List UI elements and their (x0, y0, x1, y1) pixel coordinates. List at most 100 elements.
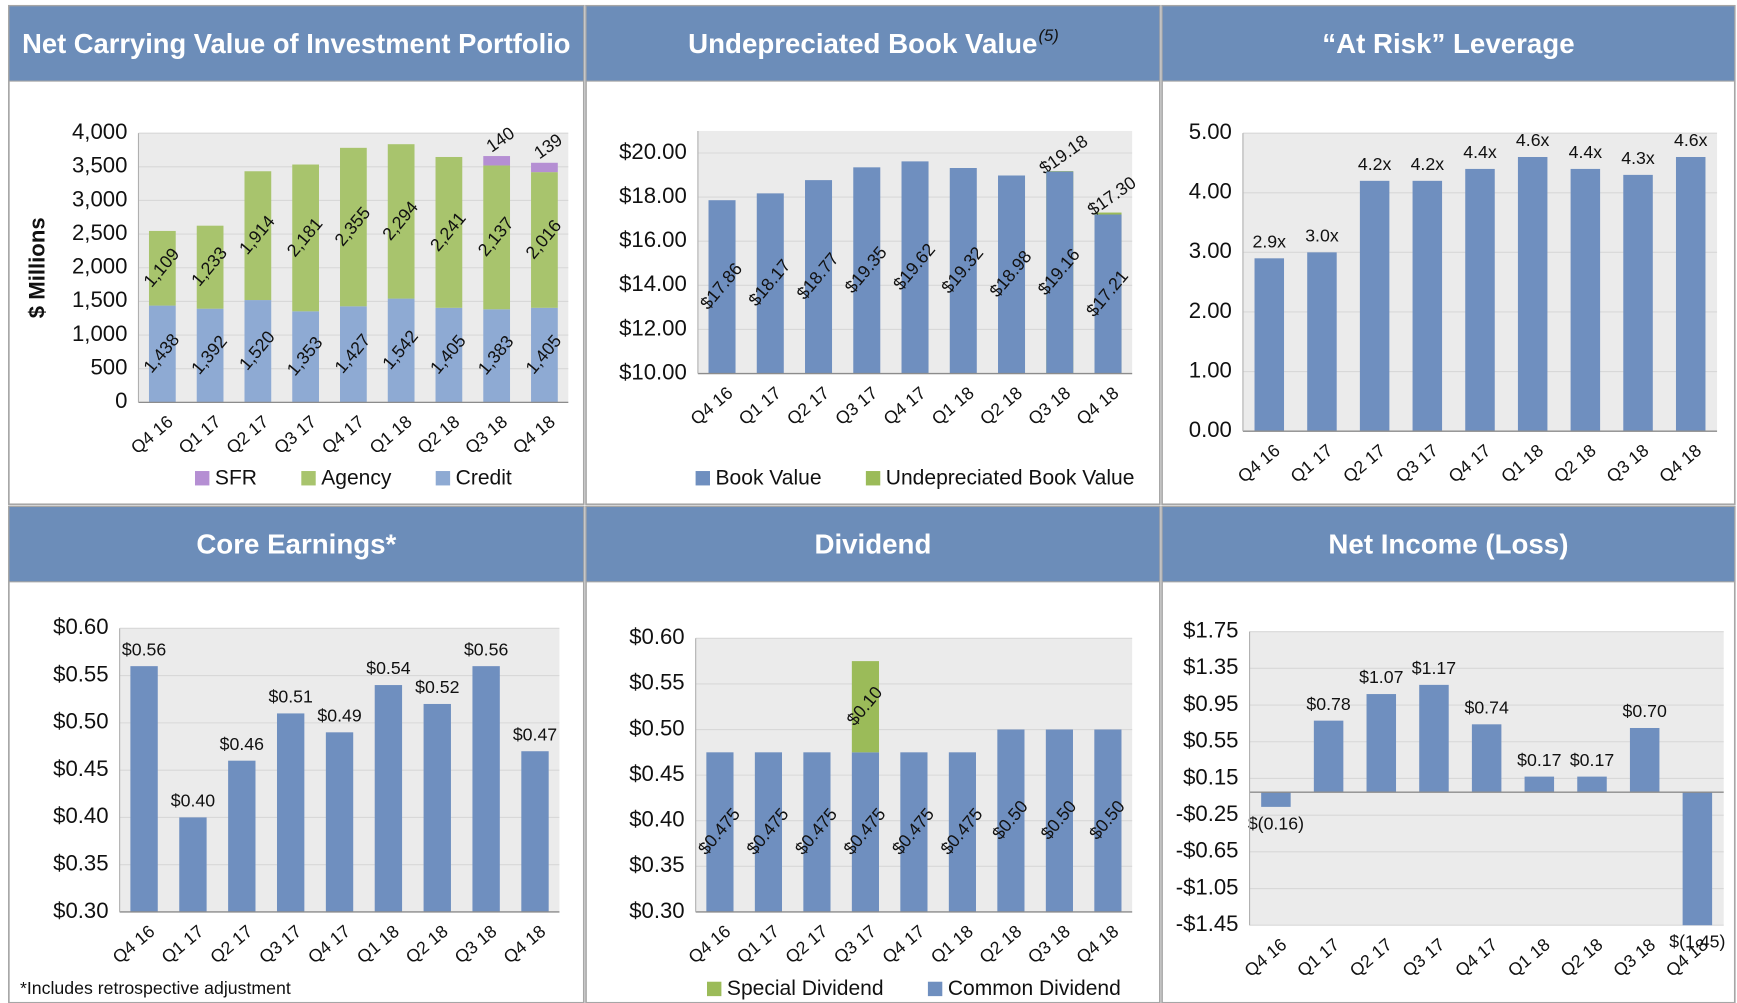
bar (340, 306, 367, 403)
bar (1524, 776, 1555, 793)
bar (1094, 729, 1122, 912)
bar (521, 751, 549, 912)
y-tick-label: $0.45 (629, 761, 684, 786)
data-label: $0.74 (1464, 697, 1508, 717)
legend-label: Special Dividend (727, 977, 884, 1000)
y-tick-label: 2,000 (72, 254, 127, 279)
data-label: $0.52 (415, 677, 459, 697)
data-label: 4.6x (1516, 130, 1550, 150)
data-label: $0.49 (317, 706, 361, 726)
bar (1307, 252, 1337, 432)
y-tick-label: $1.75 (1183, 618, 1238, 643)
chart-title: Net Carrying Value of Investment Portfol… (22, 28, 570, 59)
y-tick-label: -$0.65 (1176, 838, 1239, 863)
y-tick-label: 0 (115, 388, 127, 413)
y-tick-label: 0.00 (1189, 417, 1232, 442)
data-label: $(1.45) (1669, 932, 1725, 952)
y-tick-label: $1.35 (1183, 654, 1238, 679)
data-label: 4.4x (1569, 142, 1603, 162)
bar (1412, 180, 1443, 432)
y-tick-label: $20.00 (619, 139, 687, 164)
y-tick-label: $0.60 (629, 624, 684, 649)
bar (949, 167, 977, 374)
bar (1366, 694, 1397, 793)
legend-swatch (435, 471, 451, 486)
data-label: $0.51 (268, 687, 312, 707)
y-tick-label: 3,000 (72, 186, 127, 211)
bar (435, 156, 463, 308)
bar (900, 752, 928, 912)
data-label: $0.56 (122, 639, 166, 659)
chart-title: “At Risk” Leverage (1322, 28, 1574, 59)
y-tick-label: 1,000 (72, 321, 127, 346)
bar (244, 300, 272, 403)
bar (292, 164, 319, 312)
chart-title: Net Income (Loss) (1328, 529, 1568, 560)
legend-label: Common Dividend (948, 977, 1121, 1000)
data-label: $(0.16) (1248, 813, 1304, 833)
bar (387, 298, 415, 403)
bar (1471, 724, 1502, 793)
bar (423, 703, 451, 912)
bar (130, 666, 158, 912)
y-tick-label: $0.40 (53, 803, 108, 828)
y-tick-label: $0.45 (53, 756, 108, 781)
y-tick-label: 5.00 (1189, 119, 1232, 144)
bar (483, 156, 511, 166)
bar (325, 732, 354, 912)
y-tick-label: $12.00 (619, 315, 687, 340)
chart-title: Core Earnings* (196, 529, 396, 560)
bar (1261, 792, 1291, 807)
bar (483, 165, 511, 310)
y-tick-label: 2,500 (72, 220, 127, 245)
panel-header (585, 5, 1161, 82)
bar (1570, 168, 1601, 432)
legend-swatch (865, 471, 881, 486)
bar (805, 180, 833, 374)
legend-swatch (706, 981, 722, 997)
bar (179, 817, 207, 912)
bar (1675, 157, 1706, 432)
y-tick-label: -$1.45 (1176, 911, 1239, 936)
bar (374, 685, 403, 912)
data-label: $0.78 (1306, 694, 1350, 714)
bar (1046, 171, 1074, 374)
bar (997, 729, 1025, 912)
y-tick-label: $0.15 (1183, 764, 1238, 789)
bar (998, 175, 1026, 374)
data-label: $0.46 (220, 734, 264, 754)
bar (1313, 720, 1344, 793)
data-label: $0.54 (366, 658, 410, 678)
y-tick-label: 3,500 (72, 153, 127, 178)
data-label: 4.6x (1674, 130, 1708, 150)
y-tick-label: $0.60 (53, 614, 108, 639)
legend-swatch (927, 981, 943, 997)
panel-header (8, 505, 585, 583)
data-label: $1.07 (1359, 667, 1403, 687)
data-label: $0.17 (1570, 750, 1614, 770)
y-tick-label: 1.00 (1189, 357, 1232, 382)
bar (1094, 214, 1122, 374)
bar (276, 713, 305, 912)
bar (531, 162, 558, 173)
y-axis-label: $ Millions (25, 217, 50, 318)
data-label: 4.2x (1411, 154, 1445, 174)
y-tick-label: 4.00 (1189, 179, 1232, 204)
bar (148, 305, 176, 403)
bar (531, 307, 558, 403)
data-label: 4.4x (1463, 142, 1497, 162)
y-tick-label: $0.50 (629, 715, 684, 740)
y-tick-label: 1,500 (72, 287, 127, 312)
y-tick-label: -$0.25 (1176, 801, 1239, 826)
bar (148, 230, 176, 306)
legend-label: SFR (215, 466, 257, 489)
bar (708, 200, 736, 374)
bar (1359, 180, 1390, 432)
legend-swatch (301, 471, 316, 486)
bar (1629, 727, 1660, 793)
data-label: 2.9x (1253, 231, 1287, 251)
y-tick-label: $0.55 (1183, 728, 1238, 753)
y-tick-label: -$1.05 (1176, 874, 1239, 899)
bar (472, 666, 500, 912)
y-tick-label: 500 (90, 355, 127, 380)
